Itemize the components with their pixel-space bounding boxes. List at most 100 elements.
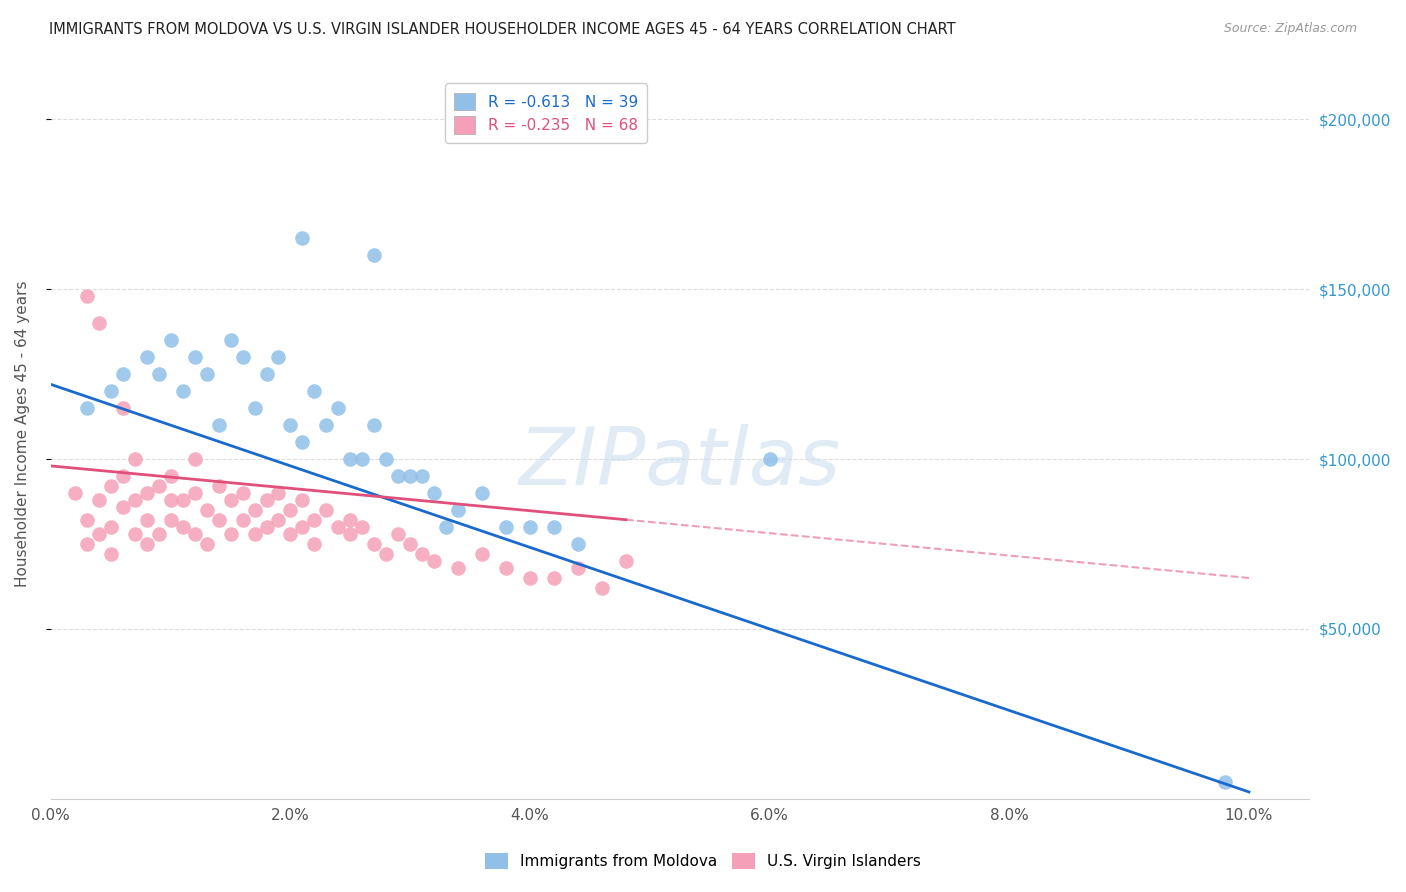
Text: ZIPatlas: ZIPatlas xyxy=(519,424,841,502)
Point xyxy=(375,547,398,561)
Point xyxy=(280,503,302,517)
Point xyxy=(339,526,361,541)
Point xyxy=(111,469,134,483)
Point xyxy=(256,368,278,382)
Point xyxy=(87,526,110,541)
Point xyxy=(495,520,517,534)
Point xyxy=(434,520,457,534)
Point xyxy=(352,520,374,534)
Point xyxy=(399,469,422,483)
Point xyxy=(291,231,314,245)
Point xyxy=(758,452,780,467)
Point xyxy=(172,384,194,399)
Point xyxy=(87,316,110,330)
Point xyxy=(148,526,170,541)
Point xyxy=(172,520,194,534)
Point xyxy=(387,469,409,483)
Point xyxy=(315,418,337,433)
Point xyxy=(232,486,254,500)
Point xyxy=(100,520,122,534)
Point xyxy=(280,526,302,541)
Point xyxy=(207,418,229,433)
Point xyxy=(543,520,565,534)
Point xyxy=(207,479,229,493)
Point xyxy=(519,571,541,585)
Point xyxy=(363,418,385,433)
Point xyxy=(375,452,398,467)
Point xyxy=(411,469,433,483)
Point xyxy=(267,350,290,364)
Point xyxy=(291,435,314,450)
Point xyxy=(159,492,181,507)
Point xyxy=(243,401,266,416)
Point xyxy=(159,469,181,483)
Point xyxy=(339,513,361,527)
Y-axis label: Householder Income Ages 45 - 64 years: Householder Income Ages 45 - 64 years xyxy=(15,280,30,587)
Point xyxy=(567,537,589,551)
Point xyxy=(183,526,205,541)
Point xyxy=(387,526,409,541)
Point xyxy=(232,513,254,527)
Point xyxy=(591,581,613,595)
Point xyxy=(423,554,446,568)
Point xyxy=(256,492,278,507)
Point xyxy=(411,547,433,561)
Text: Source: ZipAtlas.com: Source: ZipAtlas.com xyxy=(1223,22,1357,36)
Point xyxy=(363,248,385,262)
Point xyxy=(100,384,122,399)
Point xyxy=(232,350,254,364)
Point xyxy=(304,384,326,399)
Point xyxy=(304,513,326,527)
Legend: Immigrants from Moldova, U.S. Virgin Islanders: Immigrants from Moldova, U.S. Virgin Isl… xyxy=(478,847,928,875)
Point xyxy=(172,492,194,507)
Point xyxy=(100,547,122,561)
Point xyxy=(207,513,229,527)
Point xyxy=(219,333,242,347)
Point xyxy=(183,486,205,500)
Point xyxy=(567,561,589,575)
Point xyxy=(399,537,422,551)
Point xyxy=(135,537,157,551)
Point xyxy=(159,333,181,347)
Point xyxy=(76,289,98,303)
Point xyxy=(76,513,98,527)
Point xyxy=(159,513,181,527)
Point xyxy=(124,526,146,541)
Point xyxy=(111,500,134,514)
Point xyxy=(423,486,446,500)
Point xyxy=(195,537,218,551)
Point xyxy=(256,520,278,534)
Point xyxy=(111,401,134,416)
Point xyxy=(135,513,157,527)
Point xyxy=(614,554,637,568)
Point xyxy=(339,452,361,467)
Point xyxy=(267,513,290,527)
Point xyxy=(315,503,337,517)
Point xyxy=(135,350,157,364)
Legend: R = -0.613   N = 39, R = -0.235   N = 68: R = -0.613 N = 39, R = -0.235 N = 68 xyxy=(444,84,647,144)
Point xyxy=(291,492,314,507)
Point xyxy=(111,368,134,382)
Point xyxy=(280,418,302,433)
Point xyxy=(195,503,218,517)
Point xyxy=(1213,774,1236,789)
Point xyxy=(148,368,170,382)
Point xyxy=(243,503,266,517)
Point xyxy=(352,452,374,467)
Point xyxy=(135,486,157,500)
Text: IMMIGRANTS FROM MOLDOVA VS U.S. VIRGIN ISLANDER HOUSEHOLDER INCOME AGES 45 - 64 : IMMIGRANTS FROM MOLDOVA VS U.S. VIRGIN I… xyxy=(49,22,956,37)
Point xyxy=(243,526,266,541)
Point xyxy=(100,479,122,493)
Point xyxy=(543,571,565,585)
Point xyxy=(124,452,146,467)
Point xyxy=(471,486,494,500)
Point xyxy=(219,492,242,507)
Point xyxy=(183,350,205,364)
Point xyxy=(76,401,98,416)
Point xyxy=(328,401,350,416)
Point xyxy=(87,492,110,507)
Point xyxy=(447,561,470,575)
Point xyxy=(304,537,326,551)
Point xyxy=(148,479,170,493)
Point xyxy=(447,503,470,517)
